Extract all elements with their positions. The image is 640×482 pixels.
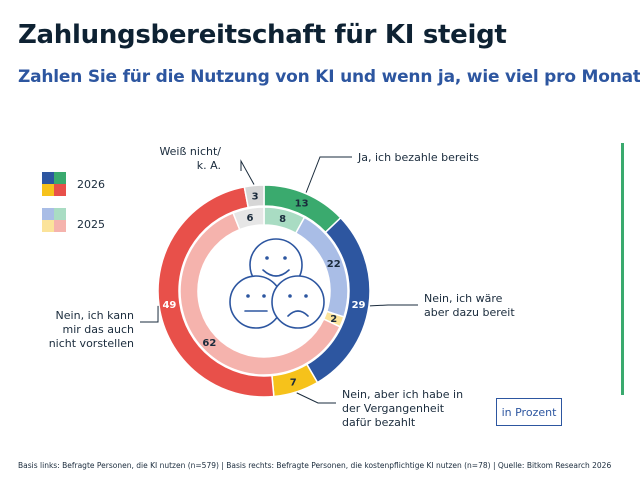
leader-line-ja bbox=[305, 156, 352, 193]
value-label-2026-ja: 13 bbox=[295, 199, 309, 210]
category-label-nein_waere: Nein, ich wäre aber dazu bereit bbox=[424, 292, 515, 319]
category-label-ja: Ja, ich bezahle bereits bbox=[357, 151, 479, 164]
value-label-2025-ja: 8 bbox=[279, 214, 286, 225]
category-label-weiss_nicht: Weiß nicht/k. A. bbox=[159, 145, 221, 172]
legend-label-2025: 2025 bbox=[77, 218, 105, 231]
footnote: Basis links: Befragte Personen, die KI n… bbox=[18, 461, 612, 470]
leader-line-nein_nicht bbox=[140, 305, 159, 323]
slice-2026-weiss_nicht bbox=[243, 184, 265, 209]
value-label-2025-weiss_nicht: 6 bbox=[246, 213, 253, 224]
chart-title: Zahlungsbereitschaft für KI steigt bbox=[18, 20, 507, 50]
right-divider bbox=[621, 143, 624, 395]
leader-line-nein_waere bbox=[369, 304, 418, 307]
chart-subtitle: Zahlen Sie für die Nutzung von KI und we… bbox=[18, 67, 640, 87]
slice-2025-nein_nicht bbox=[179, 211, 342, 376]
category-label-nein_nicht: Nein, ich kann mir das auch nicht vorstell… bbox=[49, 309, 134, 350]
value-label-2025-nein_nicht: 62 bbox=[202, 338, 216, 349]
value-label-2026-weiss_nicht: 3 bbox=[252, 191, 259, 202]
three-faces-icon bbox=[229, 238, 325, 329]
slice-2025-weiss_nicht bbox=[232, 206, 265, 231]
legend-swatch-2026 bbox=[42, 172, 66, 196]
leader-line-nein_vergangenheit bbox=[296, 392, 336, 404]
legend-swatch-2025 bbox=[42, 208, 66, 232]
value-label-2025-nein_vergangenheit: 2 bbox=[330, 314, 337, 325]
value-label-2026-nein_nicht: 49 bbox=[162, 300, 176, 311]
value-label-2026-nein_vergangenheit: 7 bbox=[290, 377, 297, 388]
category-label-nein_vergangenheit: Nein, aber ich habe in der Vergangenheit d… bbox=[342, 388, 463, 429]
leader-line-weiss_nicht bbox=[240, 159, 255, 185]
value-label-2025-nein_waere: 22 bbox=[327, 259, 341, 270]
unit-label: in Prozent bbox=[496, 398, 562, 426]
legend-label-2026: 2026 bbox=[77, 178, 105, 191]
value-label-2026-nein_waere: 29 bbox=[352, 300, 366, 311]
